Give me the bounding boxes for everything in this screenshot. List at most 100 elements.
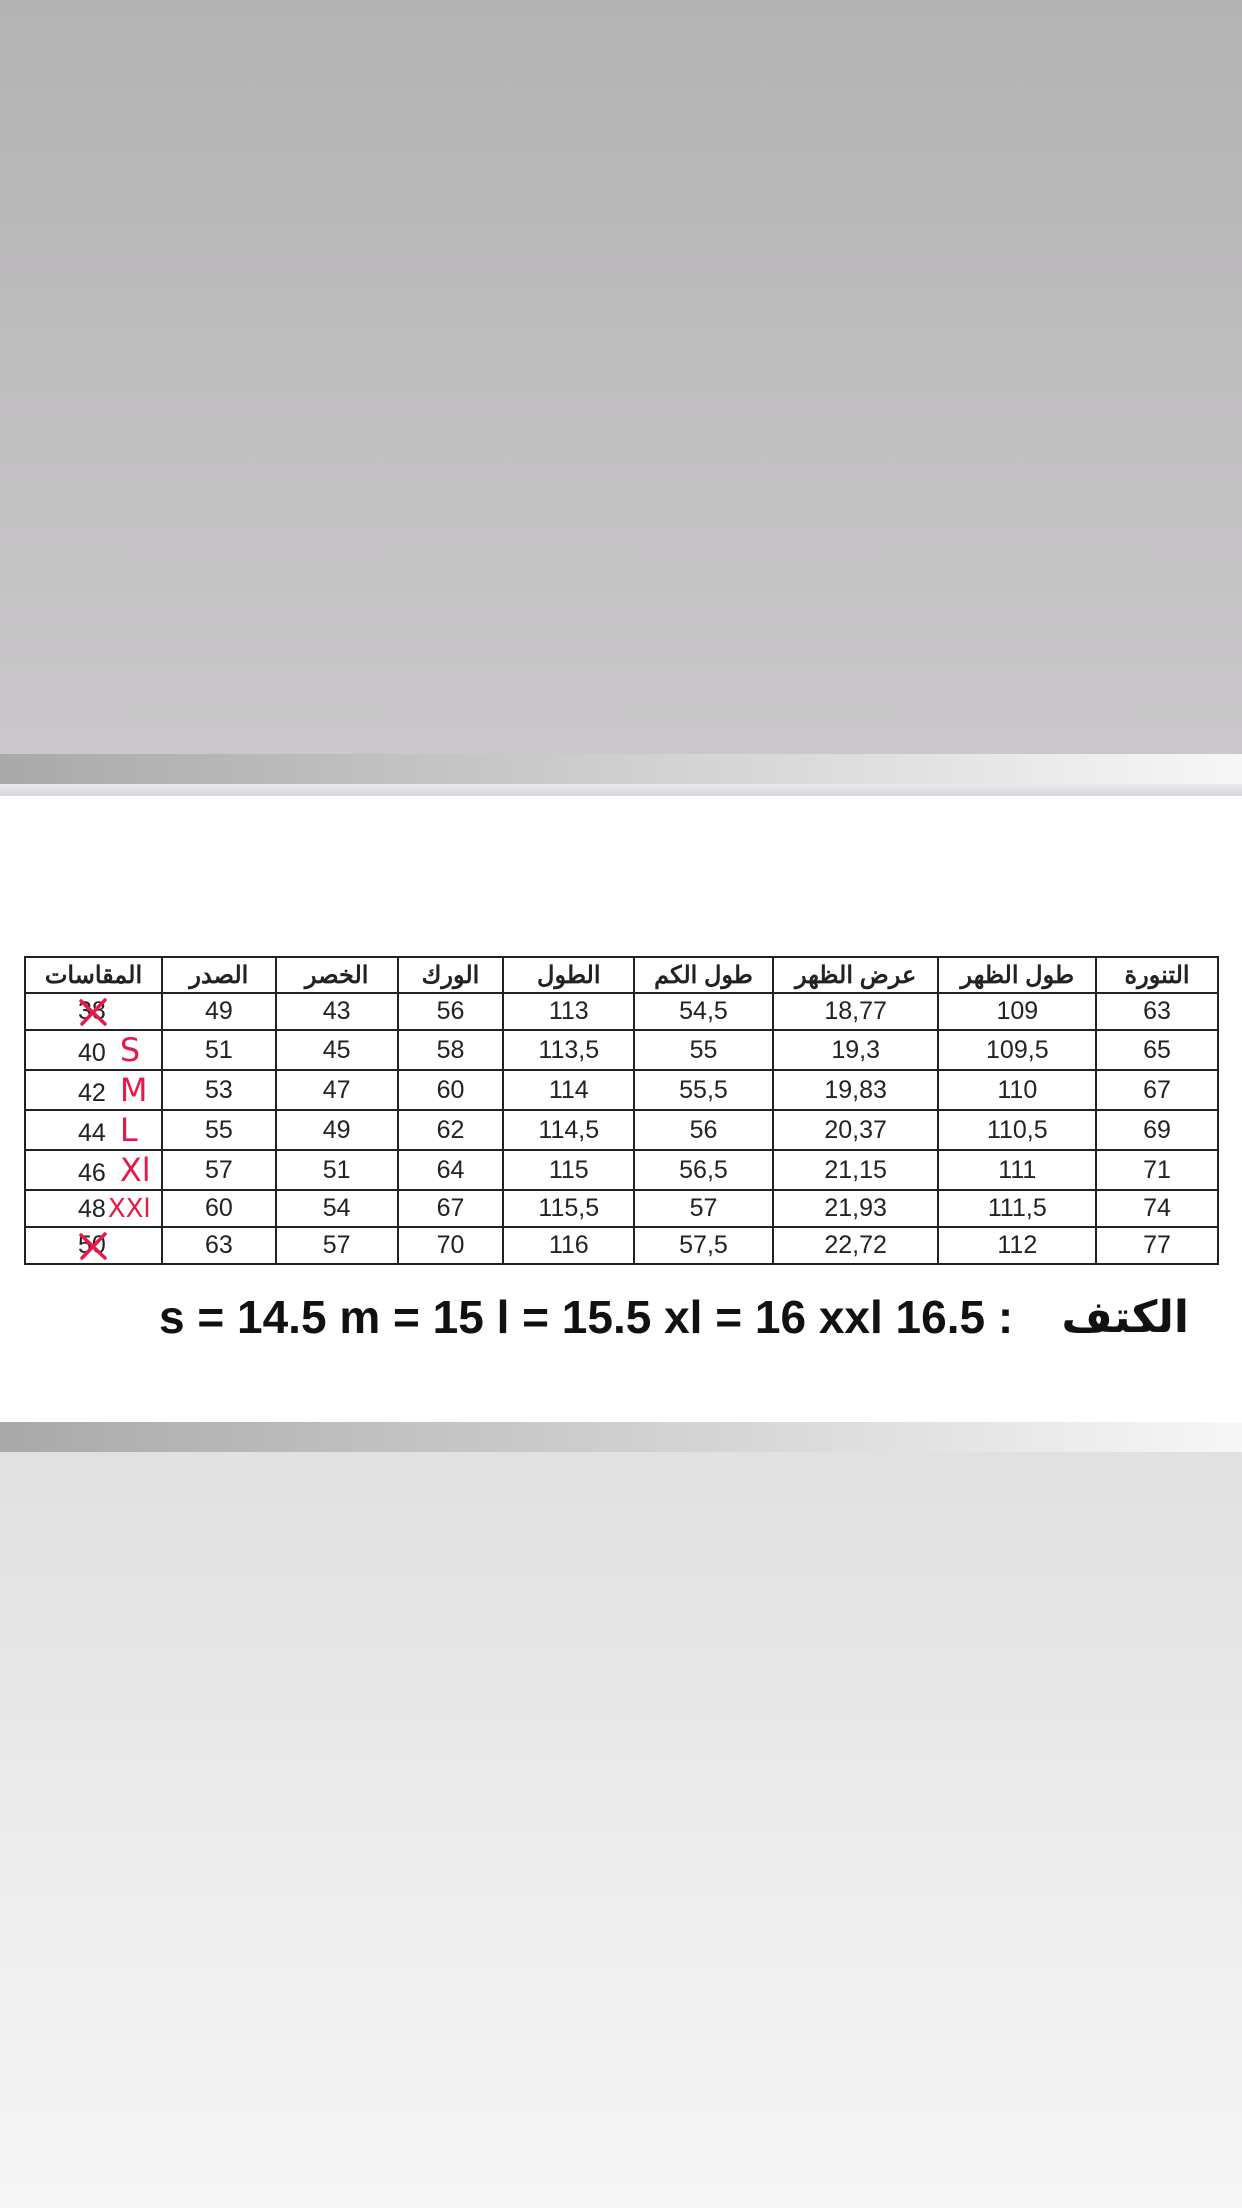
- size-letter: Xl: [119, 1151, 151, 1189]
- size-number: 48: [78, 1194, 106, 1223]
- value-cell: 63: [1095, 992, 1219, 1031]
- divider-bar-bottom: [0, 1422, 1242, 1452]
- divider-bar-top: [0, 754, 1242, 784]
- value-cell: 49: [160, 992, 277, 1031]
- size-cell: 42 M: [24, 1069, 163, 1111]
- table-row: 38 49 43 56 113 54,5 18,77 109 63: [24, 992, 1219, 1031]
- value-cell: 19,83: [771, 1069, 940, 1111]
- column-header: المقاسات: [24, 956, 163, 994]
- value-cell: 115,5: [502, 1189, 636, 1228]
- value-cell: 114: [502, 1069, 636, 1111]
- value-cell: 56: [633, 1109, 774, 1151]
- shoulder-note: s = 14.5 m = 15 l = 15.5 xl = 16 xxl 16.…: [159, 1290, 1189, 1344]
- size-number: 50: [78, 1231, 106, 1259]
- size-cell: 44 L: [24, 1109, 163, 1151]
- table-row: 44 L 55 49 62 114,5 56 20,37 110,5 69: [24, 1109, 1219, 1151]
- value-cell: 47: [274, 1069, 399, 1111]
- value-cell: 45: [274, 1029, 399, 1071]
- value-cell: 115: [502, 1149, 636, 1191]
- size-letter: M: [119, 1071, 148, 1109]
- size-cell: 46 Xl: [24, 1149, 163, 1191]
- value-cell: 110,5: [937, 1109, 1098, 1151]
- value-cell: 57: [633, 1189, 774, 1228]
- value-cell: 71: [1095, 1149, 1219, 1191]
- value-cell: 57,5: [633, 1226, 774, 1265]
- value-cell: 22,72: [771, 1226, 940, 1265]
- value-cell: 67: [1095, 1069, 1219, 1111]
- size-cell: 40 S: [24, 1029, 163, 1071]
- shoulder-label: الكتف: [1061, 1291, 1189, 1343]
- size-number: 40: [78, 1039, 106, 1067]
- value-cell: 56: [396, 992, 505, 1031]
- value-cell: 67: [396, 1189, 505, 1228]
- value-cell: 60: [160, 1189, 277, 1228]
- value-cell: 51: [274, 1149, 399, 1191]
- value-cell: 109,5: [937, 1029, 1098, 1071]
- value-cell: 53: [160, 1069, 277, 1111]
- value-cell: 111: [937, 1149, 1098, 1191]
- table-row: 42 M 53 47 60 114 55,5 19,83 110 67: [24, 1069, 1219, 1111]
- size-cell: 50: [24, 1226, 163, 1265]
- value-cell: 54: [274, 1189, 399, 1228]
- value-cell: 56,5: [633, 1149, 774, 1191]
- top-gray-area: [0, 0, 1242, 754]
- value-cell: 20,37: [771, 1109, 940, 1151]
- size-letter: S: [119, 1031, 141, 1069]
- value-cell: 62: [396, 1109, 505, 1151]
- value-cell: 21,15: [771, 1149, 940, 1191]
- value-cell: 64: [396, 1149, 505, 1191]
- value-cell: 58: [396, 1029, 505, 1071]
- size-cell: 48XXl: [24, 1189, 163, 1228]
- shoulder-values: s = 14.5 m = 15 l = 15.5 xl = 16 xxl 16.…: [159, 1291, 1014, 1343]
- column-header: عرض الظهر: [771, 956, 940, 994]
- size-number: 46: [78, 1159, 106, 1187]
- size-number: 42: [78, 1079, 106, 1107]
- table-row: 48XXl 60 54 67 115,5 57 21,93 111,5 74: [24, 1189, 1219, 1228]
- column-header: التنورة: [1095, 956, 1219, 994]
- value-cell: 55,5: [633, 1069, 774, 1111]
- value-cell: 113: [502, 992, 636, 1031]
- table-row: 46 Xl 57 51 64 115 56,5 21,15 111 71: [24, 1149, 1219, 1191]
- value-cell: 54,5: [633, 992, 774, 1031]
- value-cell: 116: [502, 1226, 636, 1265]
- value-cell: 70: [396, 1226, 505, 1265]
- value-cell: 74: [1095, 1189, 1219, 1228]
- table-header-row: المقاسات الصدر الخصر الورك الطول طول الكم عرض …: [24, 956, 1219, 994]
- value-cell: 43: [274, 992, 399, 1031]
- divider-band: [0, 784, 1242, 796]
- column-header: الخصر: [274, 956, 399, 994]
- size-number: 38: [78, 997, 106, 1025]
- value-cell: 77: [1095, 1226, 1219, 1265]
- size-number: 44: [78, 1119, 106, 1147]
- value-cell: 51: [160, 1029, 277, 1071]
- value-cell: 114,5: [502, 1109, 636, 1151]
- value-cell: 109: [937, 992, 1098, 1031]
- column-header: الصدر: [160, 956, 277, 994]
- value-cell: 49: [274, 1109, 399, 1151]
- value-cell: 55: [160, 1109, 277, 1151]
- value-cell: 110: [937, 1069, 1098, 1111]
- column-header: الورك: [396, 956, 505, 994]
- bottom-gray-area: [0, 1452, 1242, 2208]
- value-cell: 55: [633, 1029, 774, 1071]
- table-row: 50 63 57 70 116 57,5 22,72 112 77: [24, 1226, 1219, 1265]
- value-cell: 111,5: [937, 1189, 1098, 1228]
- value-cell: 63: [160, 1226, 277, 1265]
- value-cell: 69: [1095, 1109, 1219, 1151]
- size-cell: 38: [24, 992, 163, 1031]
- table-row: 40 S 51 45 58 113,5 55 19,3 109,5 65: [24, 1029, 1219, 1071]
- size-chart-table: المقاسات الصدر الخصر الورك الطول طول الكم عرض …: [24, 956, 1219, 1265]
- column-header: طول الكم: [633, 956, 774, 994]
- value-cell: 19,3: [771, 1029, 940, 1071]
- column-header: طول الظهر: [937, 956, 1098, 994]
- size-letter: XXl: [107, 1193, 151, 1224]
- value-cell: 65: [1095, 1029, 1219, 1071]
- column-header: الطول: [502, 956, 636, 994]
- value-cell: 57: [274, 1226, 399, 1265]
- value-cell: 18,77: [771, 992, 940, 1031]
- value-cell: 21,93: [771, 1189, 940, 1228]
- value-cell: 60: [396, 1069, 505, 1111]
- value-cell: 113,5: [502, 1029, 636, 1071]
- value-cell: 57: [160, 1149, 277, 1191]
- size-letter: L: [119, 1111, 138, 1149]
